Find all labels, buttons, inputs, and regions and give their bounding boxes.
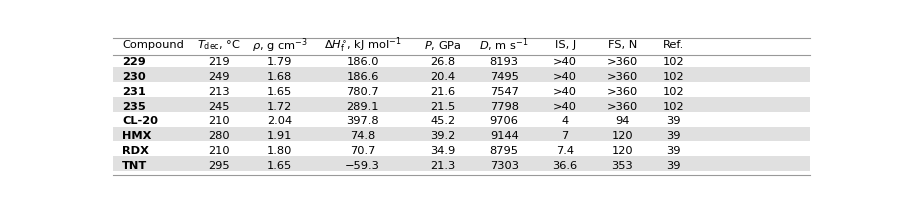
Text: 120: 120 xyxy=(612,131,634,141)
Text: 245: 245 xyxy=(209,102,230,112)
Text: 9144: 9144 xyxy=(490,131,518,141)
Text: 7798: 7798 xyxy=(490,102,518,112)
Text: 213: 213 xyxy=(209,87,230,97)
Text: 45.2: 45.2 xyxy=(430,116,455,126)
Text: $T_\mathrm{dec}$, °C: $T_\mathrm{dec}$, °C xyxy=(197,38,241,52)
Text: 235: 235 xyxy=(122,102,146,112)
Text: 1.68: 1.68 xyxy=(267,72,293,82)
Text: TNT: TNT xyxy=(122,161,148,171)
Text: 1.72: 1.72 xyxy=(267,102,293,112)
Text: >40: >40 xyxy=(554,72,577,82)
Text: $\Delta H_\mathrm{f}^{\circ}$, kJ mol$^{-1}$: $\Delta H_\mathrm{f}^{\circ}$, kJ mol$^{… xyxy=(324,36,401,55)
Text: 7547: 7547 xyxy=(490,87,518,97)
Text: 102: 102 xyxy=(662,102,685,112)
Text: >360: >360 xyxy=(607,72,638,82)
Text: 219: 219 xyxy=(209,57,230,67)
Text: >360: >360 xyxy=(607,102,638,112)
Text: 1.80: 1.80 xyxy=(267,146,293,156)
Text: 4: 4 xyxy=(562,116,569,126)
Text: $\rho$, g cm$^{-3}$: $\rho$, g cm$^{-3}$ xyxy=(252,36,308,54)
Text: 289.1: 289.1 xyxy=(346,102,379,112)
Text: RDX: RDX xyxy=(122,146,149,156)
Text: 229: 229 xyxy=(122,57,146,67)
Text: 353: 353 xyxy=(611,161,634,171)
Text: 8795: 8795 xyxy=(490,146,518,156)
Text: 9706: 9706 xyxy=(490,116,518,126)
Text: 210: 210 xyxy=(209,116,230,126)
Text: 186.6: 186.6 xyxy=(346,72,379,82)
Text: 39.2: 39.2 xyxy=(430,131,455,141)
Bar xyxy=(112,97,810,112)
Text: IS, J: IS, J xyxy=(554,40,576,50)
Text: >360: >360 xyxy=(607,57,638,67)
Text: 36.6: 36.6 xyxy=(553,161,578,171)
Text: 1.91: 1.91 xyxy=(267,131,293,141)
Text: 1.65: 1.65 xyxy=(267,161,293,171)
Text: 74.8: 74.8 xyxy=(350,131,375,141)
Text: Ref.: Ref. xyxy=(663,40,684,50)
Text: 102: 102 xyxy=(662,87,685,97)
Text: 94: 94 xyxy=(616,116,630,126)
Text: 21.5: 21.5 xyxy=(430,102,455,112)
Text: 186.0: 186.0 xyxy=(346,57,379,67)
Text: 7303: 7303 xyxy=(490,161,518,171)
Text: 7495: 7495 xyxy=(490,72,518,82)
Text: 20.4: 20.4 xyxy=(430,72,455,82)
Text: 39: 39 xyxy=(666,146,681,156)
Bar xyxy=(112,156,810,171)
Text: 39: 39 xyxy=(666,131,681,141)
Text: 21.3: 21.3 xyxy=(430,161,455,171)
Text: 39: 39 xyxy=(666,116,681,126)
Text: 249: 249 xyxy=(209,72,230,82)
Text: Compound: Compound xyxy=(122,40,184,50)
Text: 102: 102 xyxy=(662,57,685,67)
Text: 8193: 8193 xyxy=(490,57,518,67)
Text: HMX: HMX xyxy=(122,131,151,141)
Bar xyxy=(112,67,810,82)
Text: $D$, m s$^{-1}$: $D$, m s$^{-1}$ xyxy=(480,36,529,54)
Text: 280: 280 xyxy=(209,131,230,141)
Text: 7.4: 7.4 xyxy=(556,146,574,156)
Text: 1.65: 1.65 xyxy=(267,87,293,97)
Bar xyxy=(112,126,810,141)
Text: 1.79: 1.79 xyxy=(267,57,293,67)
Text: 780.7: 780.7 xyxy=(346,87,379,97)
Text: 39: 39 xyxy=(666,161,681,171)
Text: 21.6: 21.6 xyxy=(430,87,455,97)
Text: 102: 102 xyxy=(662,72,685,82)
Text: 34.9: 34.9 xyxy=(430,146,455,156)
Text: 2.04: 2.04 xyxy=(267,116,293,126)
Text: 70.7: 70.7 xyxy=(350,146,375,156)
Text: −59.3: −59.3 xyxy=(345,161,380,171)
Text: 210: 210 xyxy=(209,146,230,156)
Text: 120: 120 xyxy=(612,146,634,156)
Text: 295: 295 xyxy=(209,161,230,171)
Text: CL-20: CL-20 xyxy=(122,116,158,126)
Text: 230: 230 xyxy=(122,72,146,82)
Text: 397.8: 397.8 xyxy=(346,116,379,126)
Text: >40: >40 xyxy=(554,57,577,67)
Text: 231: 231 xyxy=(122,87,146,97)
Text: $P$, GPa: $P$, GPa xyxy=(424,39,462,52)
Text: >360: >360 xyxy=(607,87,638,97)
Text: 26.8: 26.8 xyxy=(430,57,455,67)
Text: >40: >40 xyxy=(554,102,577,112)
Text: FS, N: FS, N xyxy=(608,40,637,50)
Text: >40: >40 xyxy=(554,87,577,97)
Text: 7: 7 xyxy=(562,131,569,141)
